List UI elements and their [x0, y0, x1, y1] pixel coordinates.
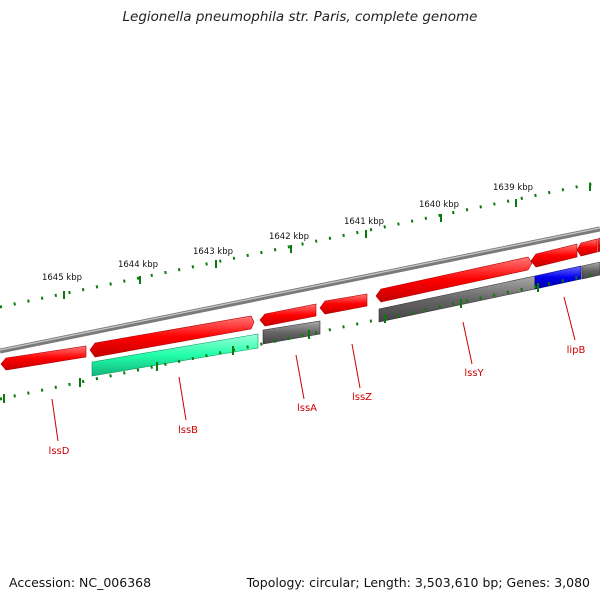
genome-summary-text: Topology: circular; Length: 3,503,610 bp… [246, 575, 590, 590]
gene-label-lipB: lipB [567, 345, 586, 356]
scale-label-1640: 1640 kbp [419, 200, 459, 210]
gene-lssY [375, 256, 533, 303]
forward-strand-genes [0, 237, 600, 371]
inner-scale-ticks [3, 283, 539, 403]
accession-text: Accession: NC_006368 [9, 575, 152, 590]
gene-label-lssD: lssD [49, 446, 70, 457]
gene-label-lssY: lssY [464, 368, 484, 379]
gene-label-lssA: lssA [297, 403, 317, 414]
gene-lssA [259, 303, 317, 327]
backbone-highlight [0, 227, 600, 351]
scale-label-1643: 1643 kbp [193, 247, 233, 257]
gene-lipB-reverse [534, 265, 582, 290]
scale-label-1645: 1645 kbp [42, 273, 82, 283]
gene-unnamed-a [576, 238, 598, 257]
gene-unnamed-reverse [581, 261, 600, 280]
label-leaders [51, 296, 576, 442]
gene-lssD [0, 345, 87, 371]
gene-lssB-reverse [91, 333, 259, 377]
gene-label-lssZ: lssZ [352, 392, 372, 403]
scale-label-1642: 1642 kbp [269, 232, 309, 242]
scale-label-1639: 1639 kbp [493, 183, 533, 193]
scale-label-1644: 1644 kbp [118, 260, 158, 270]
gene-lssB [89, 315, 255, 358]
gene-label-lssB: lssB [178, 425, 198, 436]
gene-lssZ [319, 293, 368, 315]
outer-scale-ticks [63, 183, 591, 299]
gene-lssA-reverse [262, 320, 321, 345]
genome-backbone [0, 226, 600, 354]
gene-lipB [530, 243, 578, 268]
map-title: Legionella pneumophila str. Paris, compl… [122, 9, 478, 25]
scale-label-1641: 1641 kbp [344, 217, 384, 227]
